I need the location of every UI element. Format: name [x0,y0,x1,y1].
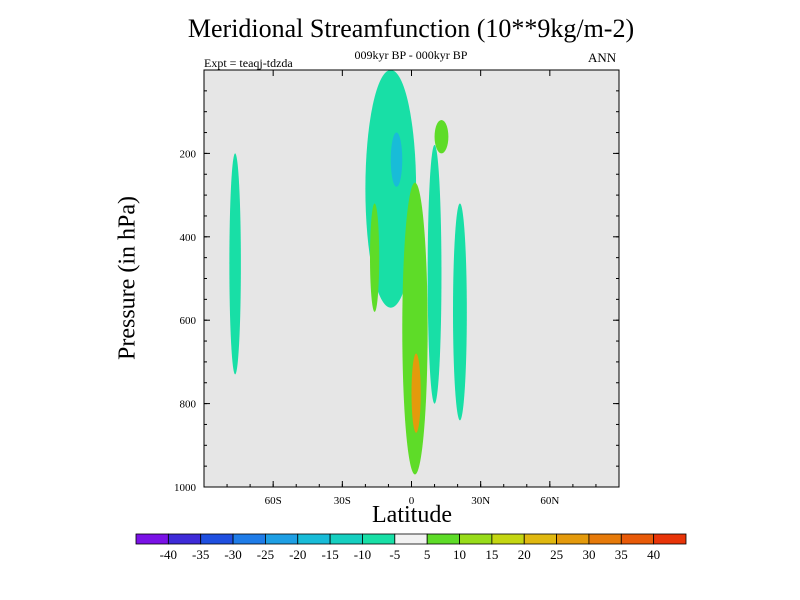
contour-layer [229,70,467,475]
colorbar-label: 20 [518,547,531,562]
colorbar-swatch [200,533,234,545]
colorbar-label: -35 [192,547,209,562]
colorbar-label: 15 [485,547,498,562]
upper-pos-blob [434,120,449,154]
equatorial-pos-core [411,353,421,433]
axis-ticks: 60S 30S 0 30N 60N 200 400 600 800 1000 [174,69,620,507]
colorbar-swatch [588,533,622,545]
colorbar-swatch [523,533,557,545]
y-tick-label: 400 [180,232,197,244]
colorbar-swatch [265,533,299,545]
nh-neg-band-1 [427,145,442,404]
x-tick-label: 30S [334,495,351,507]
y-tick-label: 200 [180,148,197,160]
season-label: ANN [588,50,617,65]
colorbar-swatch [394,533,428,545]
colorbar-swatch [556,533,590,545]
colorbar-swatch [653,533,687,545]
sh-subtropics-pos-band [370,203,380,312]
chart-subtitle: 009kyr BP - 000kyr BP [354,48,468,62]
colorbar-swatch [167,533,202,545]
equatorial-pos-cell [402,182,428,475]
y-tick-label: 800 [180,399,197,411]
colorbar-swatch [459,533,493,545]
colorbar-swatch [362,533,396,545]
colorbar-label: -30 [224,547,241,562]
colorbar-label: -10 [354,547,371,562]
colorbar-swatch [426,533,460,545]
x-tick-label: 0 [409,495,415,507]
upper-neg-core [390,132,403,187]
x-tick-label: 60S [265,495,282,507]
y-tick-label: 600 [180,315,197,327]
colorbar-label: -40 [160,547,177,562]
colorbar-label: -15 [321,547,338,562]
x-tick-label: 60N [540,495,559,507]
colorbar-swatch [297,533,331,545]
colorbar: -40 -35 -30 -25 -20 -15 -10 -5 5 10 15 20 25 30 35 40 [135,533,687,562]
chart-title: Meridional Streamfunction (10**9kg/m-2) [187,14,635,43]
colorbar-label: 35 [615,547,628,562]
experiment-label: Expt = teaqj-tdzda [204,56,293,70]
colorbar-label: -20 [289,547,306,562]
colorbar-label: -25 [257,547,274,562]
colorbar-label: 10 [453,547,466,562]
colorbar-swatch [232,533,266,545]
colorbar-swatch [491,533,525,545]
colorbar-label: 25 [550,547,563,562]
colorbar-label: 30 [582,547,595,562]
colorbar-swatch [135,533,169,545]
colorbar-label: -5 [389,547,400,562]
sh-pos-streamfunction-cell [229,153,241,375]
colorbar-label: 5 [424,547,431,562]
colorbar-swatch [620,533,655,545]
colorbar-label: 40 [647,547,660,562]
y-tick-label: 1000 [174,482,197,494]
colorbar-swatch [329,533,363,545]
x-axis-label: Latitude [372,502,452,528]
x-tick-label: 30N [471,495,490,507]
nh-neg-band-2 [453,203,467,421]
